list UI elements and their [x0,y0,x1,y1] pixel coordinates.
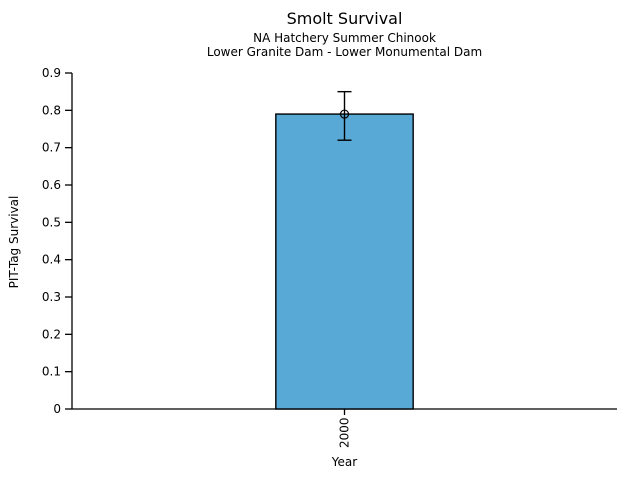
y-tick-label: 0.4 [42,253,61,267]
point-marker [339,109,350,119]
y-tick-label: 0.6 [42,178,61,192]
y-tick-label: 0.1 [42,365,61,379]
bar-2000 [275,113,414,410]
y-tick-label: 0.9 [42,66,61,80]
y-tick-label: 0.2 [42,327,61,341]
x-axis-title: Year [331,455,358,469]
y-tick-label: 0.5 [42,215,61,229]
chart-subtitle-line1: NA Hatchery Summer Chinook [253,31,436,45]
chart-title: Smolt Survival [286,9,403,28]
y-tick-label: 0.3 [42,290,61,304]
y-tick-label: 0.7 [42,141,61,155]
x-tick-label: 2000 [338,417,352,448]
y-tick-label: 0.8 [42,103,61,117]
y-tick-label: 0 [53,402,61,416]
chart-subtitle-line2: Lower Granite Dam - Lower Monumental Dam [206,45,483,59]
